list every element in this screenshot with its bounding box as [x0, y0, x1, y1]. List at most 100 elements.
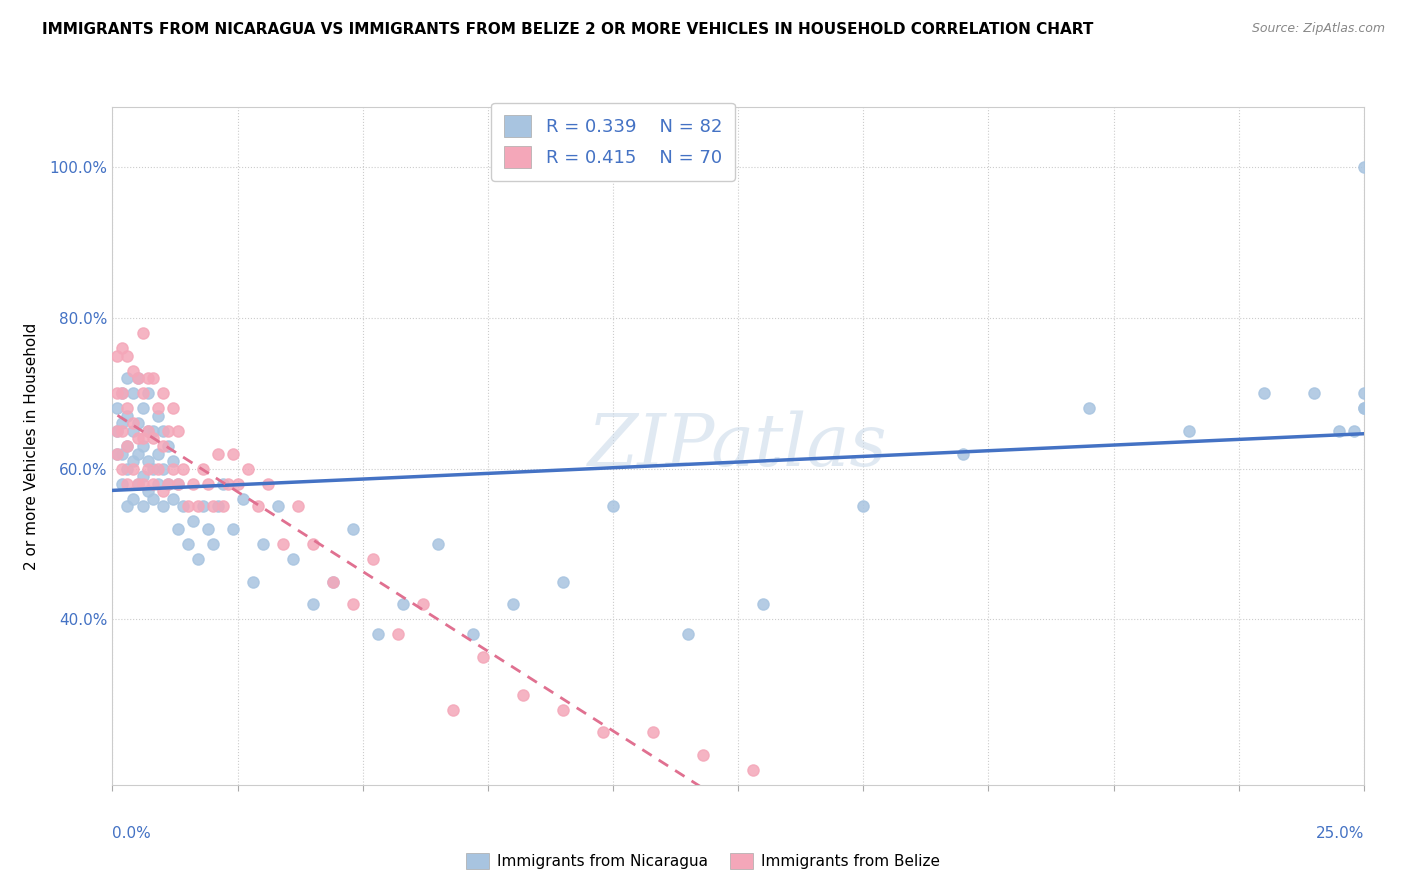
Point: [461, 627, 484, 641]
Point: [136, 424, 159, 438]
Point: [111, 417, 134, 431]
Point: [191, 500, 214, 514]
Point: [322, 574, 344, 589]
Point: [107, 446, 129, 460]
Point: [166, 476, 188, 491]
Point: [121, 424, 143, 438]
Point: [121, 461, 143, 475]
Point: [131, 386, 153, 401]
Point: [117, 476, 139, 491]
Point: [111, 386, 134, 401]
Point: [117, 461, 139, 475]
Point: [146, 446, 169, 460]
Point: [152, 386, 174, 401]
Point: [197, 476, 219, 491]
Point: [152, 461, 174, 475]
Point: [181, 514, 204, 528]
Point: [141, 476, 163, 491]
Point: [1302, 386, 1324, 401]
Point: [232, 491, 254, 506]
Point: [301, 537, 323, 551]
Point: [281, 552, 304, 566]
Point: [172, 461, 194, 475]
Point: [131, 500, 153, 514]
Point: [1353, 401, 1375, 416]
Point: [191, 461, 214, 475]
Point: [246, 500, 269, 514]
Point: [592, 725, 614, 739]
Text: Source: ZipAtlas.com: Source: ZipAtlas.com: [1251, 22, 1385, 36]
Point: [641, 725, 664, 739]
Point: [162, 461, 184, 475]
Point: [322, 574, 344, 589]
Point: [141, 432, 163, 446]
Point: [136, 386, 159, 401]
Point: [742, 763, 765, 777]
Point: [111, 386, 134, 401]
Point: [201, 500, 224, 514]
Point: [236, 461, 259, 475]
Point: [131, 401, 153, 416]
Point: [152, 439, 174, 453]
Text: 0.0%: 0.0%: [112, 826, 152, 840]
Point: [117, 439, 139, 453]
Legend: Immigrants from Nicaragua, Immigrants from Belize: Immigrants from Nicaragua, Immigrants fr…: [460, 847, 946, 875]
Point: [197, 522, 219, 536]
Point: [111, 476, 134, 491]
Point: [412, 597, 434, 611]
Point: [852, 500, 875, 514]
Text: 25.0%: 25.0%: [1316, 826, 1364, 840]
Point: [127, 446, 149, 460]
Point: [166, 522, 188, 536]
Point: [301, 597, 323, 611]
Point: [156, 476, 179, 491]
Point: [551, 574, 574, 589]
Point: [117, 349, 139, 363]
Point: [136, 371, 159, 385]
Point: [162, 454, 184, 468]
Point: [152, 500, 174, 514]
Point: [156, 476, 179, 491]
Point: [512, 688, 534, 702]
Point: [127, 417, 149, 431]
Point: [361, 552, 384, 566]
Point: [107, 446, 129, 460]
Point: [131, 476, 153, 491]
Point: [117, 401, 139, 416]
Point: [127, 432, 149, 446]
Point: [117, 371, 139, 385]
Point: [1077, 401, 1099, 416]
Point: [107, 401, 129, 416]
Point: [1327, 424, 1350, 438]
Point: [692, 747, 714, 762]
Y-axis label: 2 or more Vehicles in Household: 2 or more Vehicles in Household: [24, 322, 38, 570]
Point: [252, 537, 274, 551]
Point: [121, 454, 143, 468]
Point: [367, 627, 389, 641]
Point: [127, 371, 149, 385]
Point: [156, 439, 179, 453]
Point: [207, 446, 229, 460]
Text: IMMIGRANTS FROM NICARAGUA VS IMMIGRANTS FROM BELIZE 2 OR MORE VEHICLES IN HOUSEH: IMMIGRANTS FROM NICARAGUA VS IMMIGRANTS …: [42, 22, 1094, 37]
Text: ZIPatlas: ZIPatlas: [588, 410, 889, 482]
Point: [602, 500, 624, 514]
Point: [471, 649, 494, 664]
Point: [387, 627, 409, 641]
Point: [166, 476, 188, 491]
Point: [551, 703, 574, 717]
Point: [107, 349, 129, 363]
Point: [1353, 386, 1375, 401]
Point: [207, 500, 229, 514]
Point: [221, 522, 243, 536]
Point: [121, 364, 143, 378]
Point: [107, 424, 129, 438]
Point: [127, 476, 149, 491]
Point: [141, 491, 163, 506]
Point: [181, 476, 204, 491]
Point: [426, 537, 449, 551]
Point: [271, 537, 294, 551]
Point: [117, 439, 139, 453]
Point: [127, 371, 149, 385]
Point: [136, 461, 159, 475]
Point: [127, 476, 149, 491]
